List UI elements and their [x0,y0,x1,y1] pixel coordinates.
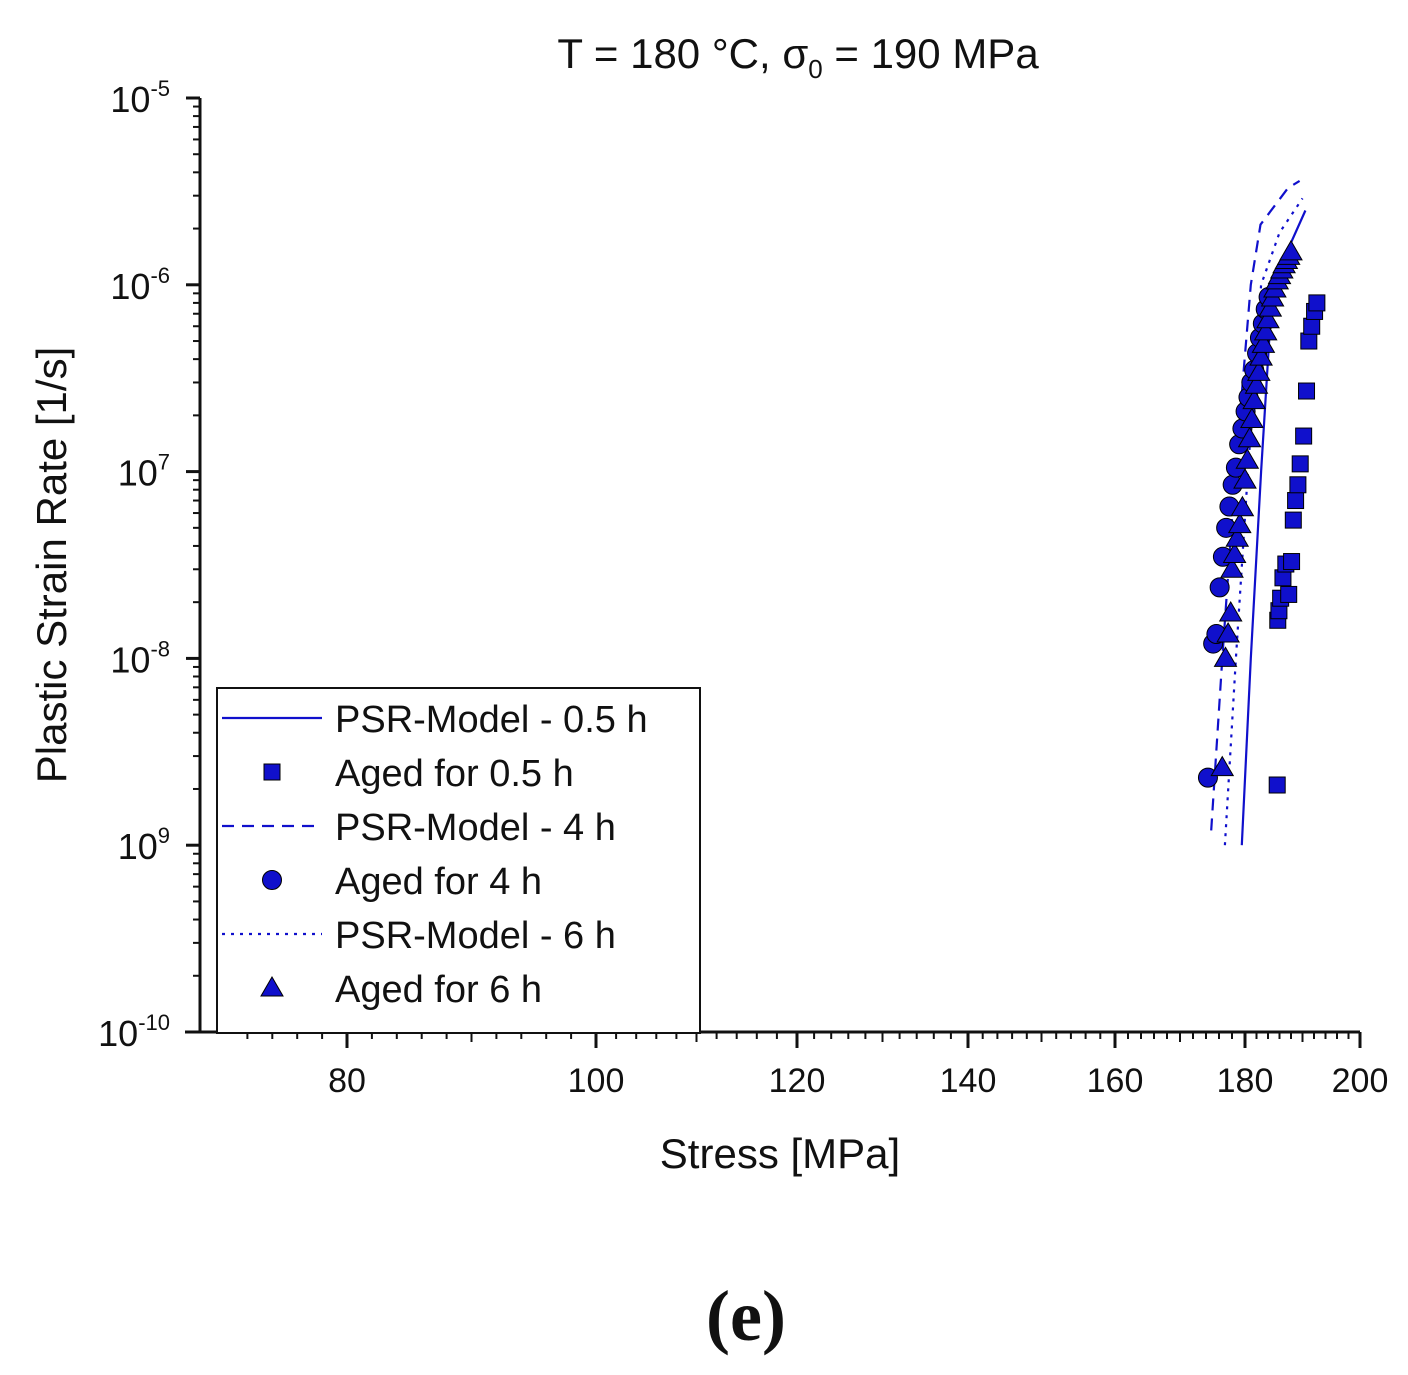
triangle-marker [1246,360,1271,381]
legend: PSR-Model - 0.5 h Aged for 0.5 h PSR-Model… [216,687,701,1034]
title-sigma: σ [782,30,808,77]
triangle-marker [1233,468,1257,489]
circle-marker [262,870,282,890]
y-ticks: 10-5 10-6 107 10-8 109 10-10 [98,76,200,1054]
triangle-marker [1256,307,1280,329]
panel-label: (e) [706,1276,786,1356]
legend-label: PSR-Model - 6 h [335,915,616,957]
square-marker [1291,455,1309,473]
triangle-marker [1225,526,1250,547]
triangle-marker [1222,542,1247,563]
triangle-marker [1237,426,1262,448]
triangle-marker [1244,373,1269,394]
triangle-marker [1220,557,1244,578]
triangle-marker [1210,755,1235,777]
y-axis-label: Plastic Strain Rate [1/s] [28,347,75,784]
plot-markers [1197,239,1326,794]
triangle-marker [1216,622,1240,643]
y-tick-label: 10-10 [98,1010,170,1054]
legend-label: Aged for 4 h [335,861,542,903]
x-tick-label: 160 [1087,1062,1144,1100]
legend-label: PSR-Model - 4 h [335,807,616,849]
series-line-dashed [1210,179,1301,831]
x-ticks: 80 100 120 140 160 180 200 [246,1032,1389,1100]
chart-title: T = 180 °C, σ0 = 190 MPa [557,30,1039,84]
square-marker [1308,294,1326,312]
series-line-dotted [1223,197,1304,846]
x-axis-label: Stress [MPa] [660,1130,900,1177]
square-marker [263,763,281,781]
circle-marker [1209,577,1230,598]
triangle-marker [1253,319,1278,341]
legend-box [216,687,701,1034]
square-marker [1284,511,1302,529]
square-marker [1303,317,1321,335]
y-tick-label: 10-6 [110,263,170,307]
triangle-marker [1218,601,1243,622]
x-tick-label: 200 [1332,1062,1389,1100]
square-marker [1295,427,1313,445]
triangle-marker [1242,388,1267,410]
x-tick-label: 140 [940,1062,997,1100]
square-marker [1283,553,1301,571]
x-tick-label: 180 [1217,1062,1274,1100]
x-tick-label: 120 [769,1062,826,1100]
square-marker [1298,382,1316,400]
legend-label: PSR-Model - 0.5 h [335,699,648,741]
triangle-marker [260,976,284,997]
square-marker [1289,476,1307,494]
y-tick-label: 107 [118,450,170,494]
triangle-marker [1230,495,1255,517]
y-tick-label: 10-5 [110,76,170,120]
triangle-marker [1258,296,1283,317]
triangle-marker [1213,646,1238,667]
legend-label: Aged for 6 h [335,969,542,1011]
title-subscript: 0 [808,54,822,84]
square-marker [1268,776,1286,794]
title-suffix: = 190 MPa [823,30,1040,77]
triangle-marker [1249,345,1273,366]
y-tick-label: 10-8 [110,636,170,680]
triangle-marker [1251,332,1276,353]
square-marker [1287,492,1305,510]
triangle-marker [1227,512,1252,534]
triangle-marker [1279,239,1303,261]
square-marker [1280,585,1298,603]
title-prefix: T = 180 °C, [557,30,782,77]
triangle-marker [1235,448,1260,469]
x-tick-label: 80 [328,1062,366,1100]
x-tick-label: 100 [568,1062,625,1100]
y-tick-label: 109 [118,823,170,867]
square-marker [1300,332,1318,350]
triangle-marker [1240,407,1264,429]
legend-label: Aged for 0.5 h [335,753,574,795]
